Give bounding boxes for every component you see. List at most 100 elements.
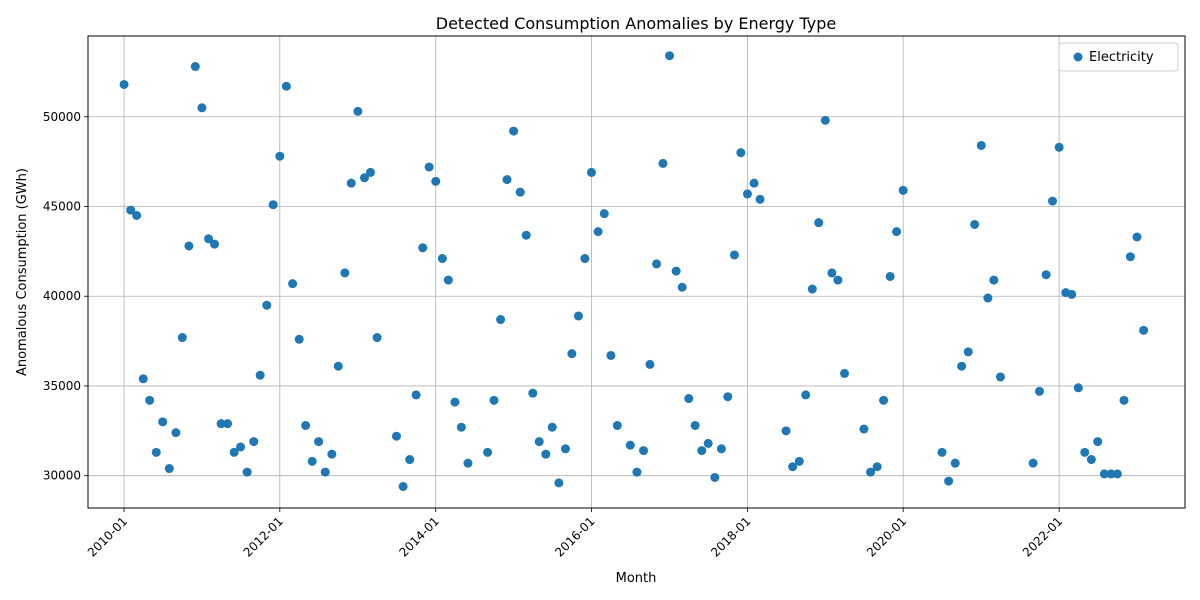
- y-tick-label: 45000: [43, 199, 81, 213]
- data-point: [437, 254, 447, 264]
- data-point: [1028, 458, 1038, 468]
- data-point: [463, 458, 473, 468]
- data-point: [755, 194, 765, 204]
- data-point: [788, 462, 798, 472]
- data-point: [424, 162, 434, 172]
- data-point: [820, 115, 830, 125]
- data-point: [995, 372, 1005, 382]
- data-point: [333, 361, 343, 371]
- data-point: [288, 279, 298, 289]
- data-point: [151, 447, 161, 457]
- data-point: [1106, 469, 1116, 479]
- data-point: [359, 173, 369, 183]
- data-point: [612, 420, 622, 430]
- legend: Electricity: [1058, 42, 1179, 72]
- data-point: [606, 350, 616, 360]
- data-point: [639, 446, 649, 456]
- data-point: [431, 176, 441, 186]
- data-point: [496, 315, 506, 325]
- data-point: [1041, 270, 1051, 280]
- data-point: [307, 456, 317, 466]
- data-point: [781, 426, 791, 436]
- data-point: [1112, 469, 1122, 479]
- data-point: [456, 422, 466, 432]
- data-point: [866, 467, 876, 477]
- data-point: [1093, 437, 1103, 447]
- data-point: [1125, 252, 1135, 262]
- legend-marker: [1073, 52, 1083, 62]
- data-point: [1054, 142, 1064, 152]
- chart-title: Detected Consumption Anomalies by Energy…: [436, 14, 836, 33]
- data-point: [509, 126, 519, 136]
- data-point: [554, 478, 564, 488]
- data-point: [944, 476, 954, 486]
- plot-frame: [87, 35, 1186, 509]
- data-point: [840, 368, 850, 378]
- data-point: [898, 185, 908, 195]
- data-point: [684, 394, 694, 404]
- data-point: [301, 420, 311, 430]
- data-point: [132, 210, 142, 220]
- y-tick-label: 35000: [43, 379, 81, 393]
- data-point: [346, 178, 356, 188]
- data-point: [957, 361, 967, 371]
- data-point: [567, 349, 577, 359]
- data-point: [593, 227, 603, 237]
- data-point: [950, 458, 960, 468]
- data-point: [158, 417, 168, 427]
- data-point: [736, 148, 746, 158]
- data-point: [242, 467, 252, 477]
- data-point: [145, 395, 155, 405]
- data-point: [281, 81, 291, 91]
- data-point: [450, 397, 460, 407]
- data-point: [294, 334, 304, 344]
- data-point: [190, 62, 200, 72]
- data-point: [599, 209, 609, 219]
- data-point: [210, 239, 220, 249]
- data-point: [268, 200, 278, 210]
- data-point: [340, 268, 350, 278]
- data-point: [184, 241, 194, 251]
- data-point: [859, 424, 869, 434]
- data-point: [749, 178, 759, 188]
- data-point: [216, 419, 226, 429]
- data-point: [677, 282, 687, 292]
- data-point: [710, 472, 720, 482]
- data-point: [833, 275, 843, 285]
- data-point: [801, 390, 811, 400]
- data-point: [892, 227, 902, 237]
- data-point: [398, 481, 408, 491]
- data-point: [541, 449, 551, 459]
- data-point: [723, 392, 733, 402]
- data-point: [1139, 325, 1149, 335]
- data-point: [353, 106, 363, 116]
- data-point: [502, 175, 512, 185]
- data-point: [372, 333, 382, 343]
- data-point: [794, 456, 804, 466]
- data-point: [483, 447, 493, 457]
- data-point: [1119, 395, 1129, 405]
- data-point: [632, 467, 642, 477]
- data-point: [665, 51, 675, 61]
- data-point: [645, 359, 655, 369]
- data-point: [515, 187, 525, 197]
- data-point: [814, 218, 824, 228]
- data-point: [963, 347, 973, 357]
- data-point: [671, 266, 681, 276]
- data-point: [262, 300, 272, 310]
- data-point: [528, 388, 538, 398]
- data-point: [164, 464, 174, 474]
- data-point: [418, 243, 428, 253]
- y-tick-label: 30000: [43, 469, 81, 483]
- data-point: [411, 390, 421, 400]
- data-point: [560, 444, 570, 454]
- data-point: [625, 440, 635, 450]
- data-point: [223, 419, 233, 429]
- data-point: [827, 268, 837, 278]
- data-point: [320, 467, 330, 477]
- legend-box: [1058, 42, 1179, 72]
- data-point: [1073, 383, 1083, 393]
- data-point: [879, 395, 889, 405]
- data-point: [1132, 232, 1142, 242]
